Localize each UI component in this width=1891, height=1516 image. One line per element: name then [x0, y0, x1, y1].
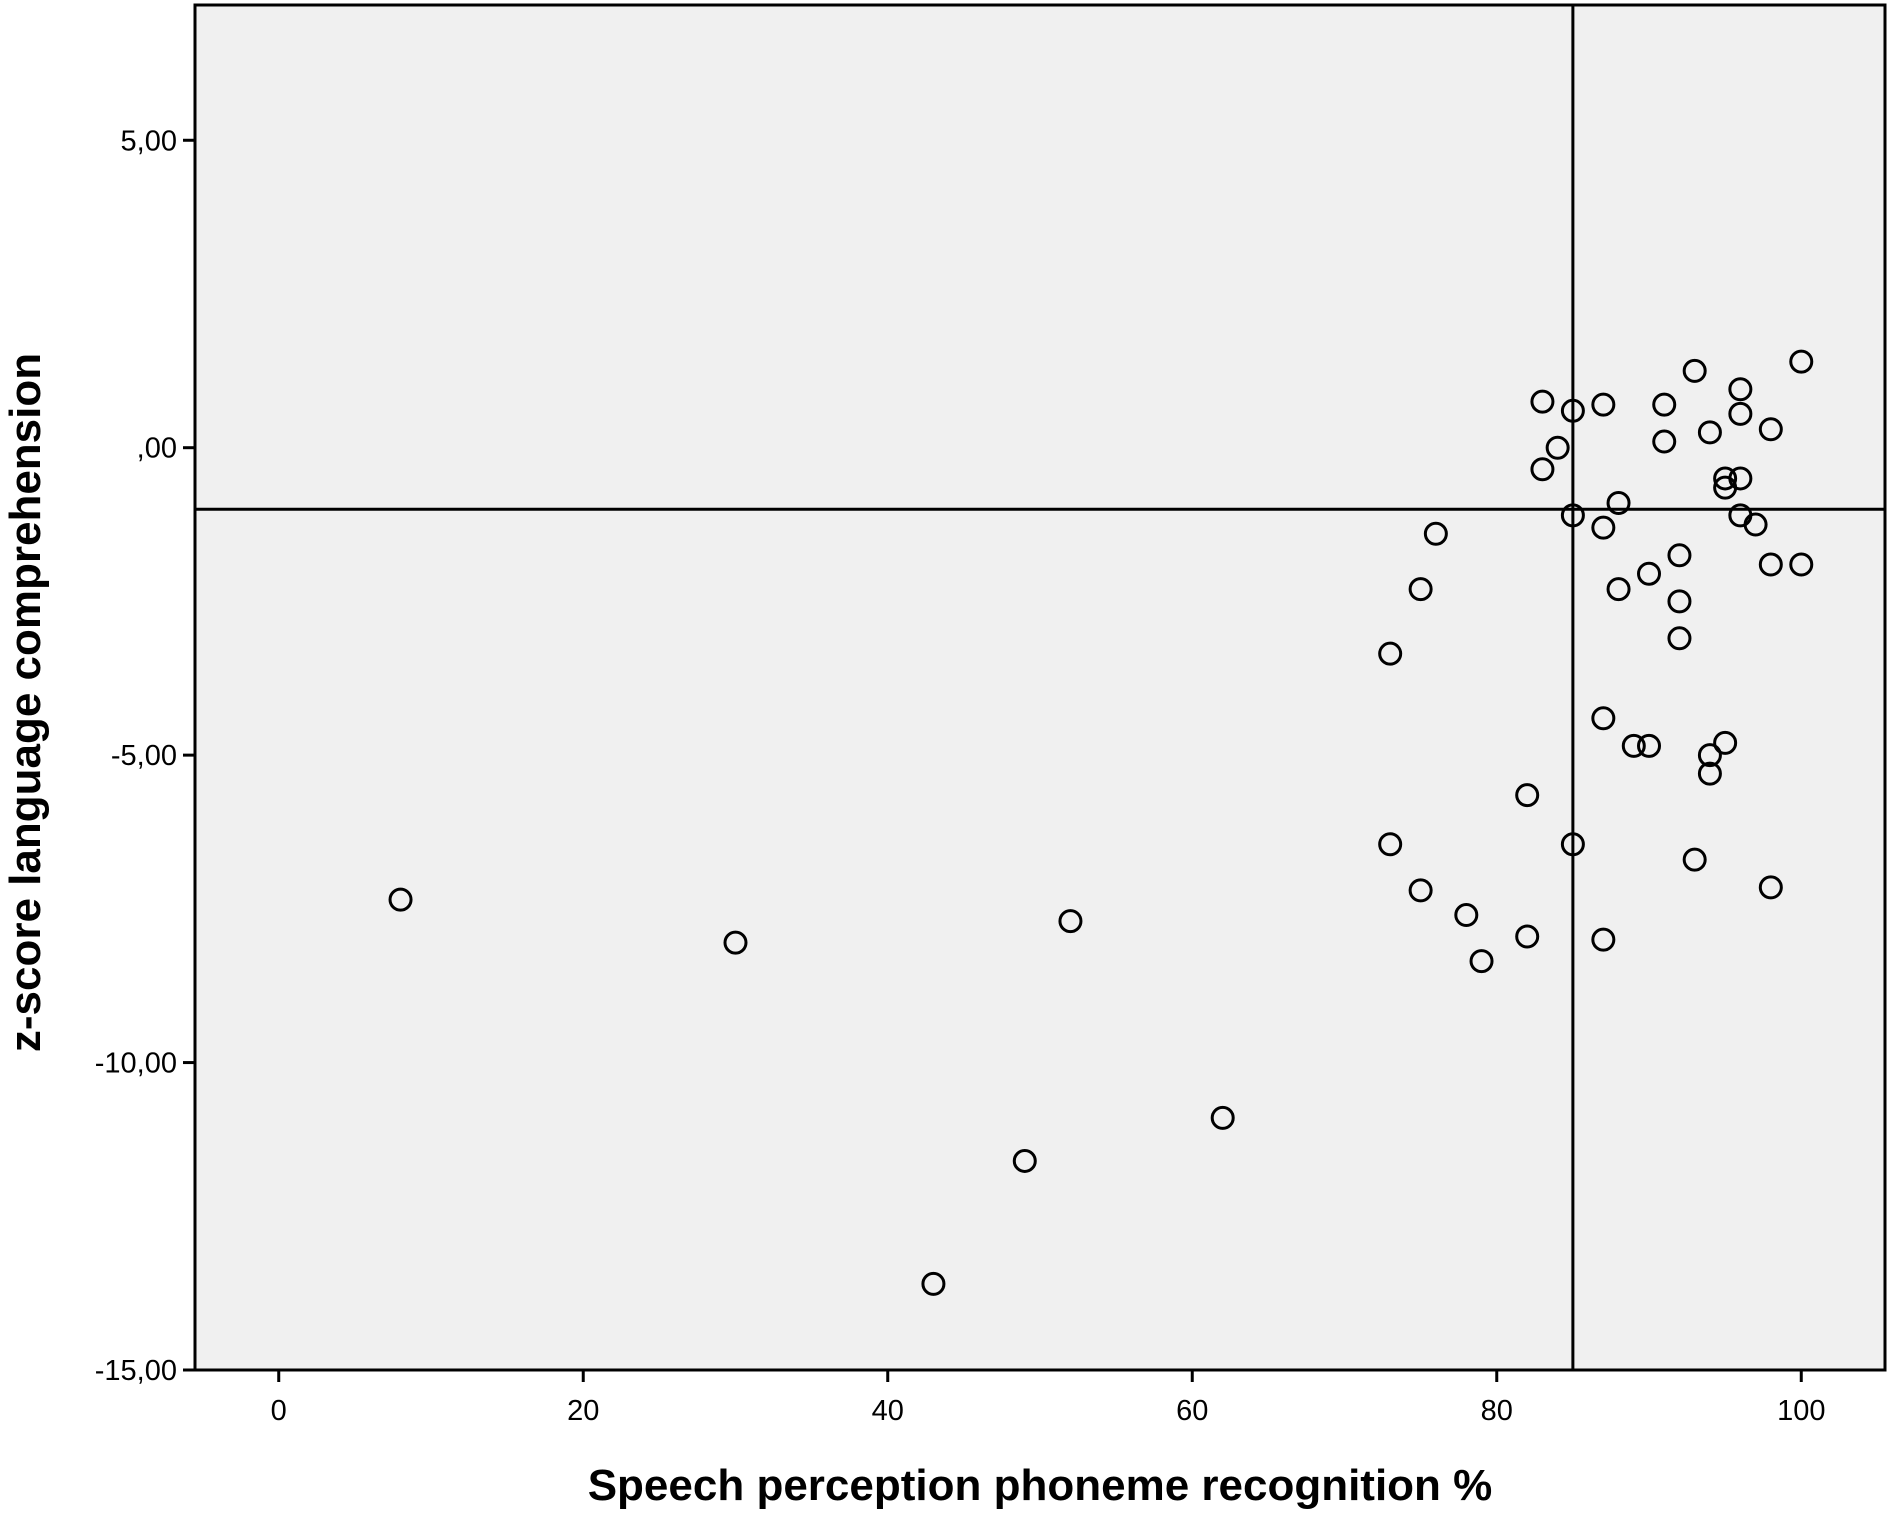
x-axis-title: Speech perception phoneme recognition % [588, 1461, 1493, 1510]
data-point [1591, 927, 1616, 952]
data-point [1728, 377, 1753, 402]
data-point [1758, 552, 1783, 577]
data-point [1697, 420, 1722, 445]
data-point [1606, 491, 1631, 516]
plot-area [193, 3, 1887, 1372]
data-point [1758, 417, 1783, 442]
data-point [1454, 903, 1479, 927]
data-point [723, 930, 748, 955]
data-point [1591, 706, 1616, 731]
data-point [1515, 924, 1540, 949]
data-points [388, 349, 1814, 1296]
x-tick-label: 100 [1777, 1395, 1825, 1427]
data-point [1606, 577, 1631, 602]
data-point [1652, 429, 1677, 454]
y-axis: 5,00 ,00 -5,00 -10,00 -15,00 [95, 125, 195, 1387]
y-tick-label: ,00 [137, 433, 177, 465]
y-tick-label: -15,00 [95, 1355, 177, 1387]
data-point [1697, 761, 1722, 786]
reference-lines [195, 5, 1885, 1370]
data-point [1210, 1105, 1235, 1130]
data-point [1378, 641, 1403, 666]
data-point [1560, 832, 1585, 857]
data-point [921, 1271, 946, 1296]
data-point [1713, 466, 1738, 491]
data-point [1591, 392, 1616, 417]
data-point [1530, 457, 1555, 482]
data-point [1713, 730, 1738, 755]
data-point [1637, 733, 1662, 758]
x-tick-label: 80 [1481, 1395, 1513, 1427]
data-point [1560, 398, 1585, 423]
x-axis: 0 20 40 60 80 100 [271, 1370, 1825, 1427]
data-point [1012, 1148, 1037, 1173]
y-axis-title: z-score language comprehension [1, 353, 50, 1052]
data-point [1515, 783, 1540, 808]
data-point [1637, 561, 1662, 586]
data-point [1682, 358, 1707, 383]
y-tick-label: 5,00 [121, 125, 177, 157]
data-point [1743, 512, 1768, 537]
data-point [1545, 435, 1570, 460]
y-tick-label: -10,00 [95, 1048, 177, 1080]
data-point [1652, 392, 1677, 417]
data-point [1423, 521, 1448, 546]
x-tick-label: 20 [567, 1395, 599, 1427]
data-point [1789, 349, 1814, 374]
y-tick-label: -5,00 [111, 740, 177, 772]
data-point [1621, 733, 1646, 758]
data-point [1408, 577, 1433, 602]
x-tick-label: 0 [271, 1395, 287, 1427]
data-point [1667, 589, 1692, 614]
data-point [1728, 401, 1753, 426]
data-point [1667, 543, 1692, 568]
data-point [388, 887, 413, 912]
data-point [1758, 875, 1783, 900]
data-point [1058, 909, 1083, 934]
data-point [1789, 552, 1814, 577]
x-tick-label: 60 [1176, 1395, 1208, 1427]
x-tick-label: 40 [872, 1395, 904, 1427]
data-point [1697, 743, 1722, 768]
data-point [1560, 503, 1585, 528]
data-point [1682, 847, 1707, 872]
data-point [1591, 515, 1616, 540]
data-point [1408, 878, 1433, 903]
data-point [1530, 389, 1555, 414]
data-point [1469, 949, 1494, 974]
data-point [1728, 466, 1753, 491]
data-point [1667, 626, 1692, 651]
data-point [1378, 832, 1403, 857]
